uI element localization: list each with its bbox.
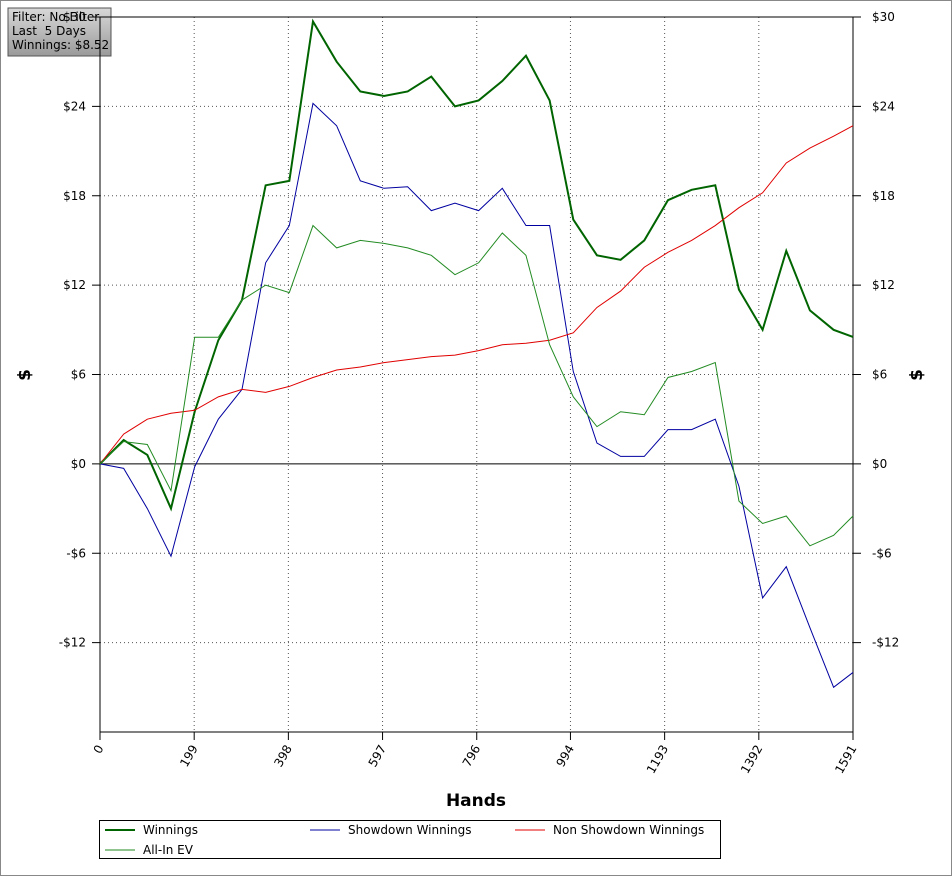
y2-tick-label: $24 — [872, 99, 895, 113]
y-tick-label: $30 — [63, 10, 86, 24]
y2-tick-label: $18 — [872, 189, 895, 203]
series-line — [99, 125, 854, 465]
legend-label: All-In EV — [143, 843, 194, 857]
y2-tick-label: $12 — [872, 278, 895, 292]
y-tick-label: $0 — [71, 457, 86, 471]
y-tick-label: -$6 — [66, 546, 86, 560]
series-line — [99, 224, 854, 547]
info-text: Last 5 Days — [12, 24, 86, 38]
y2-axis-label: $ — [907, 369, 927, 381]
legend-label: Winnings — [143, 823, 198, 837]
y-tick-label: $24 — [63, 99, 86, 113]
legend-label: Showdown Winnings — [348, 823, 472, 837]
series-line — [99, 18, 854, 512]
y2-tick-label: $6 — [872, 368, 887, 382]
y2-tick-label: -$6 — [872, 546, 892, 560]
info-box — [7, 7, 112, 57]
y-tick-label: -$12 — [59, 636, 86, 650]
y2-tick-label: $0 — [872, 457, 887, 471]
y-axis-label: $ — [15, 369, 35, 381]
series-line — [99, 102, 854, 689]
y-tick-label: $12 — [63, 278, 86, 292]
legend-label: Non Showdown Winnings — [553, 823, 704, 837]
x-axis-label: Hands — [446, 791, 506, 811]
y2-tick-label: -$12 — [872, 636, 899, 650]
y-tick-label: $18 — [63, 189, 86, 203]
y-tick-label: $6 — [71, 368, 86, 382]
legend — [99, 820, 721, 859]
y2-tick-label: $30 — [872, 10, 895, 24]
info-text: Winnings: $8.52 — [12, 38, 109, 52]
plot-border — [99, 16, 854, 733]
info-text: Filter: No Filter — [12, 10, 99, 24]
